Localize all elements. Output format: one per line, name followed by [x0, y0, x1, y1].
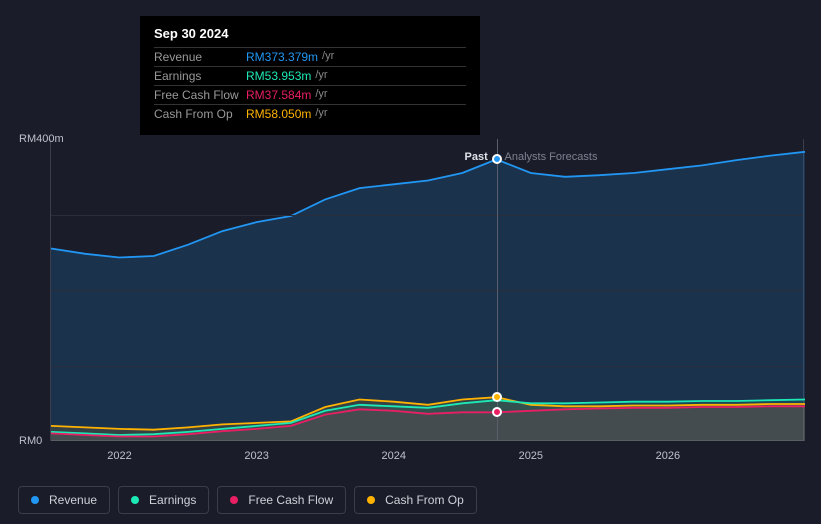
- tooltip-metric-value: RM37.584m: [246, 88, 311, 102]
- tooltip-row: EarningsRM53.953m/yr: [154, 66, 466, 85]
- gridline: [51, 215, 803, 216]
- gridline: [51, 290, 803, 291]
- tooltip-metric-value: RM58.050m: [246, 107, 311, 121]
- tooltip-row: Free Cash FlowRM37.584m/yr: [154, 85, 466, 104]
- series-area-revenue: [51, 152, 805, 441]
- tooltip-metric-value: RM53.953m: [246, 69, 311, 83]
- x-axis-label: 2022: [107, 450, 131, 462]
- x-axis-label: 2023: [244, 450, 268, 462]
- legend-swatch-icon: [131, 496, 139, 504]
- legend-label: Free Cash Flow: [248, 493, 333, 507]
- y-axis-label: RM0: [19, 435, 42, 447]
- legend-label: Revenue: [49, 493, 97, 507]
- tooltip-metric-unit: /yr: [315, 88, 327, 102]
- legend-item-cash-from-op[interactable]: Cash From Op: [354, 486, 477, 514]
- tooltip-metric-unit: /yr: [315, 107, 327, 121]
- x-axis-label: 2025: [519, 450, 543, 462]
- x-axis-label: 2024: [381, 450, 405, 462]
- legend-item-revenue[interactable]: Revenue: [18, 486, 110, 514]
- data-marker: [492, 392, 502, 402]
- legend-swatch-icon: [31, 496, 39, 504]
- plot-area: RM0RM400m20222023202420252026PastAnalyst…: [50, 139, 804, 441]
- chart-tooltip: Sep 30 2024 RevenueRM373.379m/yrEarnings…: [140, 16, 480, 135]
- legend-label: Earnings: [149, 493, 196, 507]
- y-axis-label: RM400m: [19, 133, 64, 145]
- past-label: Past: [465, 151, 488, 163]
- data-marker: [492, 154, 502, 164]
- tooltip-metric-unit: /yr: [315, 69, 327, 83]
- legend-swatch-icon: [230, 496, 238, 504]
- legend-item-free-cash-flow[interactable]: Free Cash Flow: [217, 486, 346, 514]
- tooltip-row: Cash From OpRM58.050m/yr: [154, 104, 466, 123]
- chart-legend: Revenue Earnings Free Cash Flow Cash From O…: [18, 486, 477, 514]
- legend-label: Cash From Op: [385, 493, 464, 507]
- tooltip-row: RevenueRM373.379m/yr: [154, 47, 466, 66]
- tooltip-metric-unit: /yr: [322, 50, 334, 64]
- forecast-label: Analysts Forecasts: [505, 151, 598, 163]
- tooltip-metric-label: Cash From Op: [154, 107, 246, 121]
- tooltip-metric-label: Revenue: [154, 50, 246, 64]
- tooltip-metric-label: Free Cash Flow: [154, 88, 246, 102]
- x-axis-label: 2026: [656, 450, 680, 462]
- gridline: [51, 366, 803, 367]
- tooltip-metric-label: Earnings: [154, 69, 246, 83]
- financials-chart: RM0 RM400m 2022 2023 2024 2025 2026 Past Analyst…: [18, 125, 806, 475]
- tooltip-date: Sep 30 2024: [154, 26, 466, 41]
- data-marker: [492, 407, 502, 417]
- tooltip-metric-value: RM373.379m: [246, 50, 318, 64]
- legend-swatch-icon: [367, 496, 375, 504]
- legend-item-earnings[interactable]: Earnings: [118, 486, 209, 514]
